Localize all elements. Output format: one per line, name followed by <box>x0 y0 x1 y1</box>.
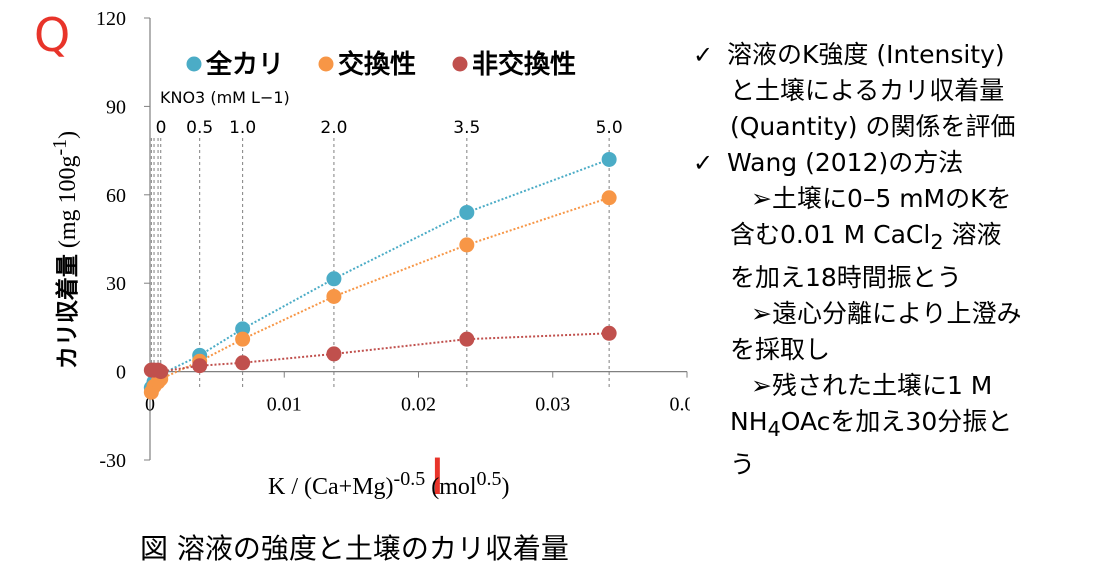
note-check-line: (Quantity) の関係を評価 <box>730 112 1016 141</box>
note-text: Wang (2012)の方法 <box>727 148 964 177</box>
data-point <box>326 346 342 362</box>
note-sub-line: ➢遠心分離により上澄み <box>751 299 1022 328</box>
data-point <box>192 358 208 374</box>
y-axis-label: カリ収着量 (mg 100g-1) <box>48 131 82 369</box>
x-tick-label: 0.03 <box>535 394 570 416</box>
note-check-line: と土壌によるカリ収着量 <box>730 76 1005 105</box>
data-point <box>326 288 342 304</box>
note-sub-line: う <box>730 450 756 479</box>
kno3-level-label: 5.0 <box>596 118 623 138</box>
data-point <box>601 190 617 206</box>
kno3-level-label: 2.0 <box>320 118 347 138</box>
series-trendline <box>150 158 610 389</box>
note-sub-line: NH4OAcを加え30分振と <box>730 407 1013 441</box>
kno3-level-label: 1.0 <box>229 118 256 138</box>
figure-caption: 図 溶液の強度と土壌のカリ収着量 <box>140 532 569 565</box>
intensity-axis-letter: I <box>430 448 445 506</box>
chart-series <box>143 151 617 400</box>
data-point <box>326 271 342 287</box>
x-tick-label: 0.02 <box>401 394 436 416</box>
y-axis-label-text: カリ収着量 <box>55 254 81 370</box>
legend-marker <box>452 56 468 72</box>
note-check-line: ✓ Wang (2012)の方法 <box>693 145 1117 181</box>
kno3-level-label: 0 <box>156 118 167 138</box>
y-tick-label: 60 <box>106 185 126 207</box>
series-trendline <box>151 332 610 373</box>
kno3-guides: KNO3 (mM L−1) 0 0.5 1.0 2.0 3.5 5.0 <box>150 88 623 390</box>
data-point <box>153 364 169 380</box>
legend-marker <box>318 56 334 72</box>
data-point <box>459 237 475 253</box>
note-sub-line: ➢残された土壌に1 M <box>751 371 993 400</box>
y-tick-label: 120 <box>96 8 126 30</box>
data-point <box>459 331 475 347</box>
data-point <box>601 151 617 167</box>
note-sub-line: ➢土壌に0–5 mMのKを <box>751 184 1012 213</box>
chart-axes: -30 0 30 60 90 120 0 0.01 0.02 0.03 0.04 <box>96 8 690 472</box>
y-axis-label-unit: (mg 100g-1) <box>49 130 81 255</box>
data-point <box>235 355 251 371</box>
checkmark-icon: ✓ <box>693 41 714 69</box>
data-point <box>459 204 475 220</box>
legend-label: 交換性 <box>338 49 416 80</box>
y-tick-label: 30 <box>106 273 126 295</box>
note-sub-line: を加え18時間振とう <box>730 263 962 292</box>
y-tick-label: 90 <box>106 96 126 118</box>
note-check-line: ✓ 溶液のK強度 (Intensity) <box>693 37 1117 73</box>
kno3-level-label: 0.5 <box>186 118 213 138</box>
note-sub-line: を採取し <box>730 335 831 364</box>
x-tick-label: 0 <box>145 394 155 416</box>
y-tick-label: -30 <box>99 450 126 472</box>
legend-marker <box>186 56 202 72</box>
notes-panel: ✓ 溶液のK強度 (Intensity) と土壌によるカリ収着量 (Quantity)… <box>693 37 1117 483</box>
sorption-chart: -30 0 30 60 90 120 0 0.01 0.02 0.03 0.04 KNO3 (mM … <box>96 8 690 472</box>
legend-label: 非交換性 <box>472 49 576 80</box>
kno3-axis-label: KNO3 (mM L−1) <box>160 88 290 107</box>
x-tick-label: 0.01 <box>267 394 302 416</box>
data-point <box>235 321 251 337</box>
chart-legend: 全カリ 交換性 非交換性 <box>186 49 576 80</box>
series-trendline <box>150 196 610 393</box>
kno3-level-label: 3.5 <box>453 118 480 138</box>
note-sub-line: 含む0.01 M CaCl2 溶液 <box>730 220 1002 254</box>
note-text: 溶液のK強度 (Intensity) <box>727 40 1005 69</box>
legend-label: 全カリ <box>205 49 284 80</box>
y-tick-label: 0 <box>116 362 126 384</box>
x-tick-label: 0.04 <box>670 394 691 416</box>
quantity-axis-letter: Q <box>34 8 71 62</box>
x-axis-label: K / (Ca+Mg)-0.5 (mol0.5) <box>268 468 510 500</box>
data-point <box>601 325 617 341</box>
checkmark-icon: ✓ <box>693 149 714 177</box>
data-point <box>235 331 251 347</box>
